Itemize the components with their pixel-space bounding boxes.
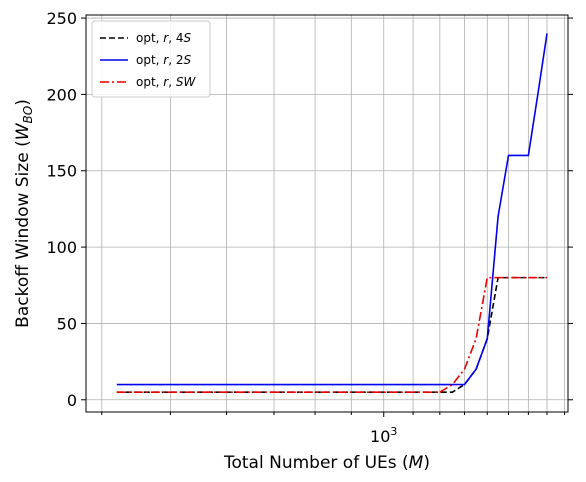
y-tick-label-0: 0 [67,391,77,410]
plot-frame [85,14,569,413]
y-tick-label-3: 150 [46,162,77,181]
y-tick-label-5: 250 [46,9,77,28]
x-tick-label-0: 103 [370,425,397,446]
series-line-0 [116,276,548,393]
grid [86,15,568,412]
y-tick-label-4: 200 [46,85,77,104]
axis-ticks [81,17,573,417]
y-tick-label-1: 50 [57,314,77,333]
series-line-2 [116,276,548,393]
legend-label-1: opt, r, 2S [136,53,192,67]
legend: opt, r, 4S opt, r, 2S opt, r, SW [91,20,211,98]
y-axis-label: Backoff Window Size (WBO) [13,99,35,328]
series-lines [116,33,548,393]
legend-label-0: opt, r, 4S [136,31,192,45]
legend-label-2: opt, r, SW [136,75,196,89]
series-line-1 [116,33,548,386]
y-tick-label-2: 100 [46,238,77,257]
x-axis-label: Total Number of UEs (M) [223,453,430,473]
legend-box [91,20,211,98]
tick-labels: 0 50 100 150 200 250 103 [46,9,397,446]
